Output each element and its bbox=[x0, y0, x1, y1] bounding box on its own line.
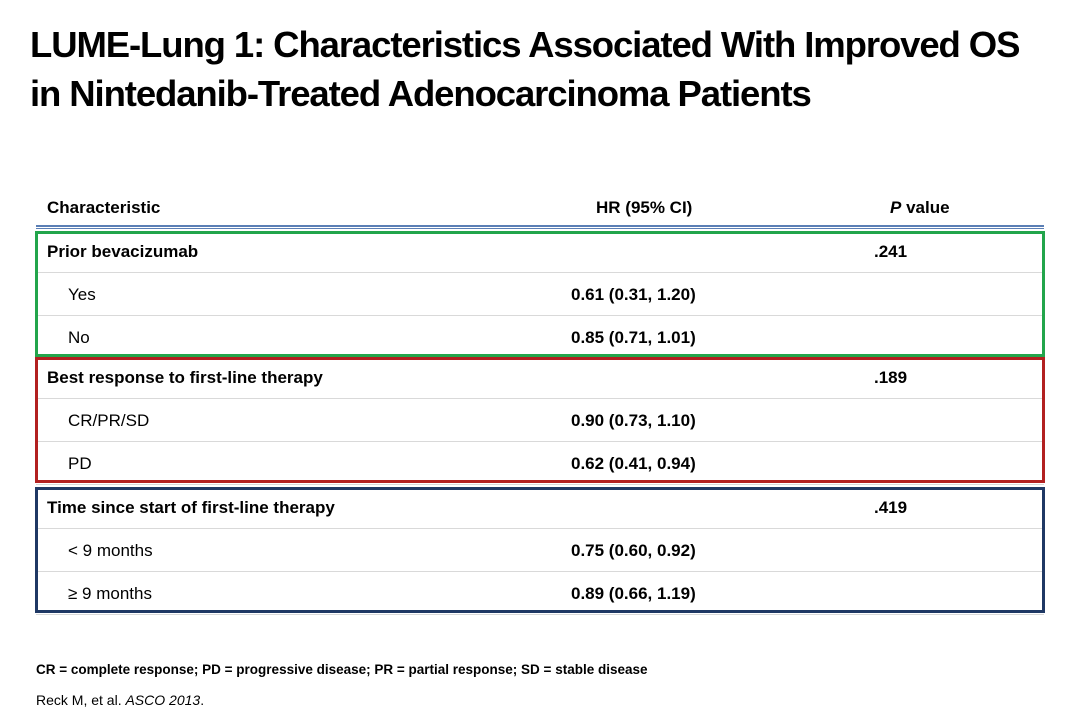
subgroup-label: < 9 months bbox=[68, 541, 153, 560]
table-row: CR/PR/SD 0.90 (0.73, 1.10) bbox=[36, 399, 1044, 442]
header-rule-thin bbox=[36, 228, 1044, 229]
table-row: ≥ 9 months 0.89 (0.66, 1.19) bbox=[36, 572, 1044, 615]
group-label: Best response to first-line therapy bbox=[47, 368, 323, 387]
table-row: Yes 0.61 (0.31, 1.20) bbox=[36, 273, 1044, 316]
column-header-p-italic: P bbox=[890, 198, 902, 217]
column-header-characteristic: Characteristic bbox=[47, 198, 161, 217]
group-header-row: Best response to first-line therapy .189 bbox=[36, 356, 1044, 399]
citation-authors: Reck M, et al. bbox=[36, 692, 126, 708]
hazard-ratio: 0.85 (0.71, 1.01) bbox=[571, 328, 696, 347]
hazard-ratio: 0.89 (0.66, 1.19) bbox=[571, 584, 696, 603]
hazard-ratio: 0.61 (0.31, 1.20) bbox=[571, 285, 696, 304]
table-row: < 9 months 0.75 (0.60, 0.92) bbox=[36, 529, 1044, 572]
subgroup-label: CR/PR/SD bbox=[68, 411, 150, 430]
column-header-p-value: P value bbox=[890, 192, 950, 224]
group-header-row: Prior bevacizumab .241 bbox=[36, 230, 1044, 273]
subgroup-label: No bbox=[68, 328, 90, 347]
slide-title-line-1: LUME-Lung 1: Characteristics Associated … bbox=[30, 24, 1020, 65]
header-rule bbox=[36, 225, 1044, 227]
column-header-p-rest: value bbox=[901, 198, 950, 217]
hazard-ratio: 0.62 (0.41, 0.94) bbox=[571, 454, 696, 473]
p-value: .419 bbox=[874, 498, 908, 517]
group-label: Prior bevacizumab bbox=[47, 242, 199, 261]
subgroup-label: PD bbox=[68, 454, 92, 473]
hazard-ratio: 0.75 (0.60, 0.92) bbox=[571, 541, 696, 560]
citation-source: ASCO 2013 bbox=[125, 692, 201, 708]
subgroup-label: Yes bbox=[68, 285, 96, 304]
p-value: .241 bbox=[874, 242, 908, 261]
p-value: .189 bbox=[874, 368, 908, 387]
hazard-ratio: 0.90 (0.73, 1.10) bbox=[571, 411, 696, 430]
table-row: No 0.85 (0.71, 1.01) bbox=[36, 316, 1044, 359]
slide-title-line-2: in Nintedanib-Treated Adenocarcinoma Pat… bbox=[30, 73, 812, 114]
table-row: PD 0.62 (0.41, 0.94) bbox=[36, 442, 1044, 485]
group-label: Time since start of first-line therapy bbox=[47, 498, 335, 517]
column-header-hr: HR (95% CI) bbox=[596, 198, 693, 217]
citation: Reck M, et al. ASCO 2013. bbox=[36, 692, 204, 708]
slide-title: LUME-Lung 1: Characteristics Associated … bbox=[30, 20, 1060, 118]
abbreviations-footnote: CR = complete response; PD = progressive… bbox=[36, 662, 648, 677]
subgroup-label: ≥ 9 months bbox=[68, 584, 152, 603]
group-header-row: Time since start of first-line therapy .4… bbox=[36, 486, 1044, 529]
citation-end: . bbox=[200, 692, 205, 708]
